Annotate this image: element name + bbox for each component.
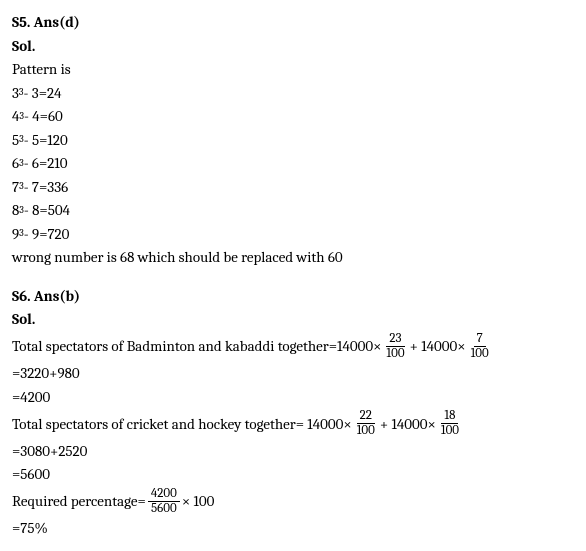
s6-header: S6. Ans(b) [12,285,574,308]
s6-line1-pre: Total spectators of Badminton and kabadd… [12,335,381,358]
frac-num: 22 [357,409,375,424]
s6-line2: =3220+980 [12,362,574,385]
frac-den: 5600 [148,502,180,516]
pattern-line: 83 - 8=504 [12,199,574,222]
s6-line1-frac1: 23 100 [383,332,407,362]
s6-line4-frac2: 18 100 [438,409,462,439]
pattern-line: 43 - 4=60 [12,105,574,128]
frac-num: 7 [474,332,486,347]
frac-den: 100 [354,424,378,438]
s5-sol-label: Sol. [12,35,574,58]
s6-line4: Total spectators of cricket and hockey t… [12,409,574,439]
pattern-line: 53 - 5=120 [12,129,574,152]
s6-line6: =5600 [12,463,574,486]
s5-header: S5. Ans(d) [12,11,574,34]
s6-line7-frac: 4200 5600 [148,487,180,517]
frac-num: 23 [386,332,404,347]
s6-line5: =3080+2520 [12,440,574,463]
frac-num: 4200 [148,487,180,502]
frac-num: 18 [441,409,458,424]
pattern-line: 33 - 3=24 [12,82,574,105]
s6-line7-post: × 100 [182,490,215,513]
s6-line7: Required percentage= 4200 5600 × 100 [12,487,574,517]
s5-conclusion: wrong number is 68 which should be repla… [12,246,574,269]
s6-line4-frac1: 22 100 [354,409,378,439]
s6-line8: =75% [12,517,574,540]
s6-line1-frac2: 7 100 [468,332,492,362]
pattern-line: 73 - 7=336 [12,176,574,199]
pattern-line: 63 - 6=210 [12,152,574,175]
s6-line1: Total spectators of Badminton and kabadd… [12,332,574,362]
s6-line4-mid: + 14000× [380,413,436,436]
s6-line3: =4200 [12,386,574,409]
frac-den: 100 [468,347,492,361]
s6-line1-mid: + 14000× [410,335,466,358]
s6-sol-label: Sol. [12,308,574,331]
frac-den: 100 [438,424,462,438]
pattern-line: 93 - 9=720 [12,223,574,246]
s6-line7-pre: Required percentage= [12,490,146,513]
s5-intro: Pattern is [12,58,574,81]
frac-den: 100 [383,347,407,361]
s6-line4-pre: Total spectators of cricket and hockey t… [12,413,352,436]
